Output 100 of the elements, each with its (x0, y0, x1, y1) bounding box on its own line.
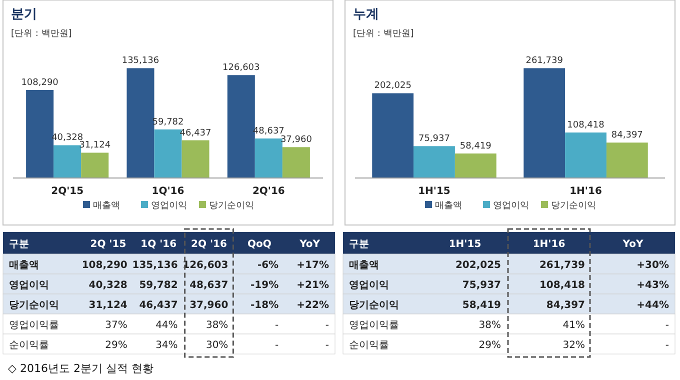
text: 84,397 (546, 300, 585, 311)
legend-label: 영업이익 (493, 201, 529, 211)
text: 29% (105, 340, 128, 351)
text: +21% (296, 280, 329, 291)
text: ◇ 2016년도 2분기 실적 현황 (8, 362, 154, 375)
category-label: YoY (298, 239, 321, 250)
category-label: 영업이익 (9, 280, 49, 291)
bar (454, 153, 496, 178)
category-label: 2Q '16 (191, 239, 227, 250)
category-label: 매출액 (349, 260, 379, 271)
category-label: YoY (622, 239, 644, 250)
text: 30% (206, 340, 228, 351)
data-label: 84,397 (611, 130, 643, 141)
bar (282, 147, 310, 178)
text: - (274, 340, 279, 351)
category-label: 구분 (9, 239, 29, 250)
text: 37,960 (190, 300, 228, 311)
bar (54, 145, 82, 178)
bar (26, 90, 54, 178)
text: +43% (636, 280, 669, 291)
legend-label: 영업이익 (151, 201, 187, 211)
chart-subtitle: [단위 : 백만원] (353, 29, 414, 39)
text: 40,328 (88, 280, 128, 291)
bar (372, 93, 414, 178)
category-label: 1H'15 (448, 239, 482, 250)
text: 108,418 (539, 280, 585, 291)
text: 32% (562, 340, 585, 351)
text: 202,025 (455, 260, 501, 271)
text: +30% (636, 260, 669, 271)
data-label: 108,290 (21, 78, 59, 88)
legend-label: 매출액 (435, 201, 462, 211)
category-label: 당기순이익 (9, 300, 59, 311)
text: 46,437 (139, 300, 178, 311)
text: -18% (250, 300, 279, 311)
legend-label: 당기순이익 (209, 201, 254, 211)
data-label: 31,124 (79, 140, 111, 151)
text: +44% (636, 300, 669, 311)
x-tick-label: 1H'15 (418, 186, 450, 197)
category-label: 순이익률 (9, 340, 49, 351)
chart-title: 분기 (11, 7, 37, 22)
data-label: 108,418 (567, 120, 605, 131)
chart-subtitle: [단위 : 백만원] (11, 29, 72, 39)
bar (414, 146, 455, 178)
category-label: 영업이익률 (9, 320, 59, 331)
text: 37% (105, 320, 128, 331)
bar (81, 152, 109, 178)
text: - (665, 340, 669, 351)
x-tick-label: 1H'16 (570, 186, 602, 197)
data-label: 126,603 (222, 63, 260, 74)
category-label: 2Q '15 (90, 239, 126, 250)
category-label: QoQ (247, 239, 272, 250)
text: 135,136 (132, 260, 178, 271)
bar (154, 129, 182, 178)
bar (565, 132, 606, 178)
text: - (325, 340, 329, 351)
text: -6% (257, 260, 279, 271)
bar (182, 140, 210, 178)
text: 108,290 (82, 260, 128, 271)
text: -19% (250, 280, 279, 291)
bar (606, 142, 648, 178)
text: 38% (206, 320, 228, 331)
data-label: 202,025 (374, 81, 412, 92)
bar (227, 75, 255, 178)
bar (254, 138, 282, 178)
text: 59,782 (139, 280, 178, 291)
text: 38% (478, 320, 501, 331)
data-label: 261,739 (526, 56, 564, 66)
text: 44% (156, 320, 178, 331)
text: +22% (296, 300, 329, 311)
text: 41% (562, 320, 585, 331)
text: 75,937 (462, 280, 501, 291)
text: 126,603 (182, 260, 228, 271)
x-tick-label: 1Q'16 (152, 186, 184, 197)
data-label: 135,136 (122, 56, 160, 66)
chart-title: 누계 (353, 7, 379, 22)
data-label: 58,419 (460, 141, 492, 152)
x-tick-label: 2Q'15 (51, 186, 84, 197)
category-label: 1H'16 (532, 239, 566, 250)
legend-label: 당기순이익 (551, 201, 596, 211)
category-label: 순이익률 (349, 340, 389, 351)
bar (524, 68, 566, 178)
text: +17% (296, 260, 329, 271)
text: 261,739 (539, 260, 585, 271)
text: 58,419 (462, 300, 501, 311)
data-label: 75,937 (418, 134, 450, 144)
text: 31,124 (88, 300, 128, 311)
category-label: 매출액 (9, 260, 39, 271)
category-label: 당기순이익 (349, 300, 399, 311)
category-label: 영업이익 (349, 280, 389, 291)
text: - (325, 320, 329, 331)
bar (126, 68, 154, 178)
category-label: 영업이익률 (349, 320, 399, 331)
text: - (665, 320, 669, 331)
text: 48,637 (190, 280, 228, 291)
x-tick-label: 2Q'16 (252, 186, 285, 197)
text: - (274, 320, 279, 331)
category-label: 구분 (349, 239, 369, 250)
category-label: 1Q '16 (140, 239, 177, 250)
text: 29% (478, 340, 501, 351)
legend-label: 매출액 (93, 201, 120, 211)
